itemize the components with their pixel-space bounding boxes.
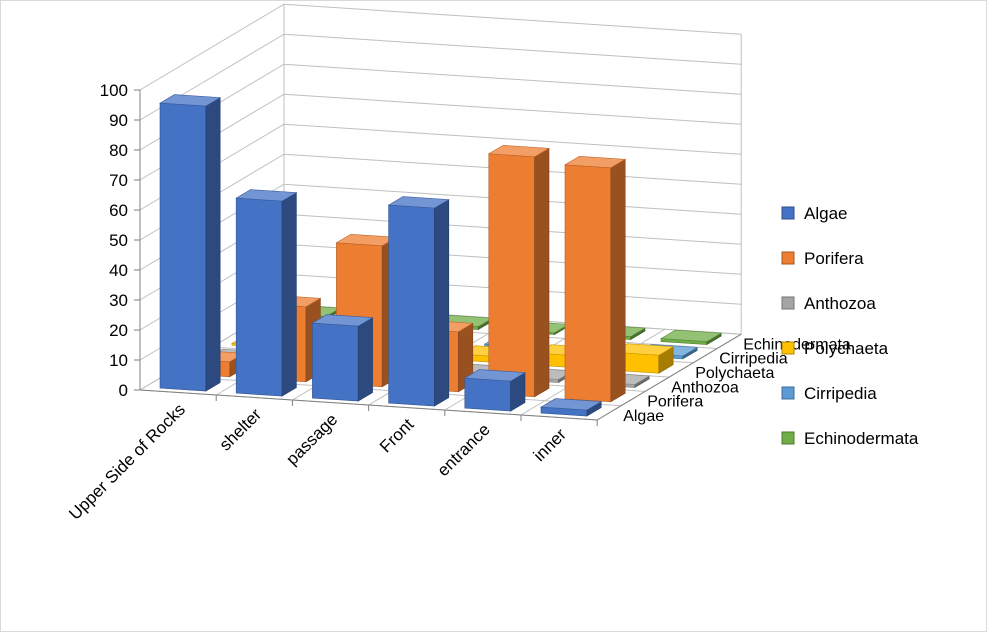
bar-top: [540, 398, 603, 411]
legend-label: Echinodermata: [804, 429, 919, 448]
bar-porifera-5: [564, 155, 627, 403]
depth-axis-label: Anthozoa: [671, 379, 739, 396]
legend-swatch: [781, 341, 795, 355]
bar-top: [159, 94, 222, 107]
depth-axis-label: Echinodermata: [743, 336, 851, 353]
legend-label: Polychaeta: [804, 339, 889, 358]
legend-item-echinodermata: Echinodermata: [781, 429, 919, 448]
bar-top: [487, 144, 550, 158]
y-tick-label: 10: [109, 351, 128, 370]
depth-axis-label: Cirripedia: [719, 351, 788, 368]
bar-top: [564, 155, 627, 169]
legend-swatch: [781, 431, 795, 445]
legend-swatch: [781, 206, 795, 220]
y-tick-label: 80: [109, 141, 128, 160]
bar-top: [311, 314, 374, 327]
bar-side: [534, 147, 550, 398]
y-tick-label: 100: [100, 81, 128, 100]
y-tick-label: 0: [119, 381, 128, 400]
bar-top: [235, 189, 298, 202]
axes: [134, 89, 742, 426]
bar-porifera-4: [487, 144, 550, 398]
bar-side: [281, 192, 297, 397]
legend-item-anthozoa: Anthozoa: [781, 294, 876, 313]
bar-top: [463, 369, 526, 382]
bar-face: [488, 153, 535, 398]
bar-side: [610, 158, 626, 403]
legend-item-cirripedia: Cirripedia: [781, 384, 877, 403]
bar-algae-1: [235, 189, 298, 397]
legend: Algae Porifera Anthozoa Polychaeta Cirripedi…: [781, 204, 919, 448]
y-tick-label: 70: [109, 171, 128, 190]
depth-axis-label: Polychaeta: [695, 365, 774, 382]
y-tick-label: 90: [109, 111, 128, 130]
legend-label: Cirripedia: [804, 384, 877, 403]
depth-axis-line: [596, 333, 742, 421]
legend-label: Anthozoa: [804, 294, 876, 313]
y-tick-label: 20: [109, 321, 128, 340]
legend-label: Algae: [804, 204, 847, 223]
bar-face: [159, 102, 207, 392]
bar-algae-0: [159, 94, 222, 392]
legend-swatch: [781, 251, 795, 265]
bar-algae-3: [387, 196, 450, 407]
bar-algae-4: [463, 369, 526, 412]
legend-label: Porifera: [804, 249, 864, 268]
legend-swatch: [781, 296, 795, 310]
bar-face: [312, 322, 359, 402]
bars: [159, 94, 723, 417]
bar-top: [660, 329, 723, 342]
legend-swatch: [781, 386, 795, 400]
bar-side: [434, 199, 450, 407]
depth-axis-label: Porifera: [647, 394, 703, 411]
depth-axis-label: Algae: [623, 408, 664, 425]
bar-echinodermata-5: [660, 329, 723, 346]
bar-side: [357, 317, 373, 402]
y-tick-label: 60: [109, 201, 128, 220]
legend-item-algae: Algae: [781, 204, 847, 223]
y-tick-label: 30: [109, 291, 128, 310]
bar-face: [564, 164, 612, 403]
bar-face: [464, 377, 511, 412]
bar-face: [235, 197, 283, 397]
bar-top: [387, 196, 450, 209]
legend-item-porifera: Porifera: [781, 249, 864, 268]
y-tick-label: 40: [109, 261, 128, 280]
bar-side: [205, 97, 221, 392]
legend-item-polychaeta: Polychaeta: [781, 339, 889, 358]
y-tick-label: 50: [109, 231, 128, 250]
bar-algae-5: [540, 398, 603, 417]
bar-face: [388, 204, 435, 407]
bar-algae-2: [311, 314, 374, 402]
